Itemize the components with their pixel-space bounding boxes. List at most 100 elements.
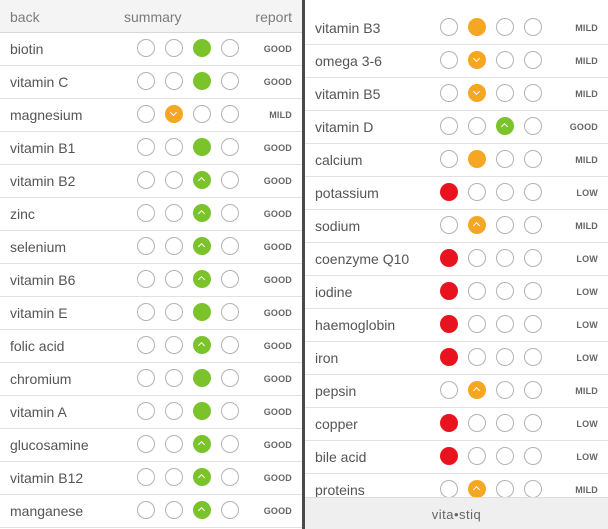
- level-label: GOOD: [263, 473, 292, 483]
- level-label: MILD: [575, 221, 598, 231]
- level-indicator-dot: [440, 315, 458, 333]
- nutrient-name: magnesium: [10, 107, 83, 123]
- nutrient-row[interactable]: vitamin B6 GOOD: [0, 264, 302, 297]
- level-label: LOW: [576, 254, 598, 264]
- empty-level-circle: [221, 402, 239, 420]
- empty-level-circle: [165, 402, 183, 420]
- chevron-up-icon: [193, 336, 211, 354]
- nutrient-row[interactable]: chromium GOOD: [0, 363, 302, 396]
- nutrient-name: folic acid: [10, 338, 65, 354]
- level-indicator-dot: [193, 402, 211, 420]
- nutrient-row[interactable]: bile acid LOW: [305, 441, 608, 474]
- nutrient-row[interactable]: calcium MILD: [305, 144, 608, 177]
- nutrient-row[interactable]: glucosamine GOOD: [0, 429, 302, 462]
- chevron-down-icon: [165, 105, 183, 123]
- empty-level-circle: [496, 447, 514, 465]
- empty-level-circle: [496, 84, 514, 102]
- level-indicator-dot: [440, 183, 458, 201]
- nutrient-name: selenium: [10, 239, 67, 255]
- level-label: MILD: [269, 110, 292, 120]
- footer: vita•stiq: [305, 497, 608, 529]
- empty-level-circle: [137, 270, 155, 288]
- nutrient-name: iodine: [315, 284, 353, 300]
- empty-level-circle: [524, 18, 542, 36]
- nutrient-name: proteins: [315, 482, 365, 498]
- level-indicator-dot: [193, 369, 211, 387]
- empty-level-circle: [221, 270, 239, 288]
- nutrient-row[interactable]: iodine LOW: [305, 276, 608, 309]
- chevron-up-icon: [193, 237, 211, 255]
- nutrient-row[interactable]: omega 3-6 MILD: [305, 45, 608, 78]
- level-indicator-dot: [440, 282, 458, 300]
- empty-level-circle: [524, 51, 542, 69]
- empty-level-circle: [221, 369, 239, 387]
- empty-level-circle: [496, 249, 514, 267]
- level-label: LOW: [576, 320, 598, 330]
- empty-level-circle: [137, 138, 155, 156]
- panel-divider: [302, 0, 305, 529]
- empty-level-circle: [496, 18, 514, 36]
- level-label: GOOD: [263, 77, 292, 87]
- nutrient-row[interactable]: pepsin MILD: [305, 375, 608, 408]
- nutrient-name: vitamin B5: [315, 86, 381, 102]
- empty-level-circle: [137, 435, 155, 453]
- nutrient-row[interactable]: folic acid GOOD: [0, 330, 302, 363]
- nutrient-name: haemoglobin: [315, 317, 396, 333]
- level-label: MILD: [575, 386, 598, 396]
- nutrient-row[interactable]: manganese GOOD: [0, 495, 302, 528]
- empty-level-circle: [221, 204, 239, 222]
- level-label: GOOD: [263, 440, 292, 450]
- nutrient-row[interactable]: haemoglobin LOW: [305, 309, 608, 342]
- nutrient-name: vitamin B1: [10, 140, 76, 156]
- nutrient-row[interactable]: vitamin B5 MILD: [305, 78, 608, 111]
- nutrient-row[interactable]: vitamin E GOOD: [0, 297, 302, 330]
- nutrient-row[interactable]: vitamin B1 GOOD: [0, 132, 302, 165]
- level-label: MILD: [575, 23, 598, 33]
- empty-level-circle: [524, 447, 542, 465]
- level-indicator-dot: [193, 39, 211, 57]
- nutrient-row[interactable]: vitamin C GOOD: [0, 66, 302, 99]
- nutrient-row[interactable]: selenium GOOD: [0, 231, 302, 264]
- level-label: LOW: [576, 419, 598, 429]
- empty-level-circle: [165, 468, 183, 486]
- empty-level-circle: [468, 117, 486, 135]
- level-label: GOOD: [263, 407, 292, 417]
- nutrient-row[interactable]: sodium MILD: [305, 210, 608, 243]
- chevron-up-icon: [468, 480, 486, 498]
- level-label: GOOD: [263, 44, 292, 54]
- nutrient-name: vitamin B3: [315, 20, 381, 36]
- nutrient-row[interactable]: potassium LOW: [305, 177, 608, 210]
- empty-level-circle: [165, 336, 183, 354]
- nutrient-name: coenzyme Q10: [315, 251, 410, 267]
- empty-level-circle: [165, 237, 183, 255]
- nutrient-row[interactable]: vitamin B12 GOOD: [0, 462, 302, 495]
- report-button[interactable]: report: [255, 9, 292, 25]
- nutrient-row[interactable]: vitamin B2 GOOD: [0, 165, 302, 198]
- level-label: MILD: [575, 155, 598, 165]
- brand-logo: vita•stiq: [431, 507, 482, 522]
- empty-level-circle: [221, 237, 239, 255]
- nutrient-name: vitamin B12: [10, 470, 84, 486]
- nutrient-row[interactable]: coenzyme Q10 LOW: [305, 243, 608, 276]
- empty-level-circle: [524, 282, 542, 300]
- nutrient-name: iron: [315, 350, 339, 366]
- nutrient-row[interactable]: zinc GOOD: [0, 198, 302, 231]
- chevron-up-icon: [193, 435, 211, 453]
- nutrient-row[interactable]: vitamin A GOOD: [0, 396, 302, 429]
- nutrient-row[interactable]: iron LOW: [305, 342, 608, 375]
- empty-level-circle: [440, 84, 458, 102]
- nutrient-row[interactable]: copper LOW: [305, 408, 608, 441]
- empty-level-circle: [440, 150, 458, 168]
- empty-level-circle: [524, 480, 542, 498]
- back-button[interactable]: back: [10, 9, 40, 25]
- level-label: LOW: [576, 452, 598, 462]
- nutrient-row[interactable]: magnesium MILD: [0, 99, 302, 132]
- nutrient-row[interactable]: vitamin D GOOD: [305, 111, 608, 144]
- nutrient-row[interactable]: biotin GOOD: [0, 33, 302, 66]
- empty-level-circle: [137, 105, 155, 123]
- nutrient-row[interactable]: vitamin B3 MILD: [305, 12, 608, 45]
- empty-level-circle: [496, 348, 514, 366]
- chevron-down-icon: [468, 84, 486, 102]
- nutrient-name: vitamin B2: [10, 173, 76, 189]
- nutrient-name: zinc: [10, 206, 35, 222]
